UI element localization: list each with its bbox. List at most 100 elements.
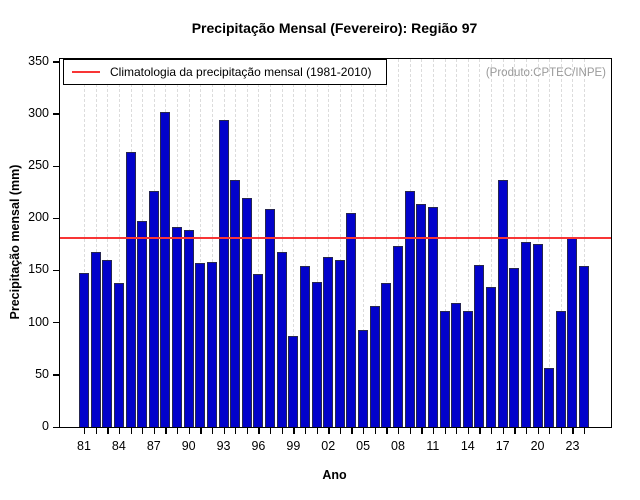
x-tick-2009	[409, 428, 411, 434]
gridline-1981	[84, 59, 85, 427]
y-tick-150	[53, 269, 59, 272]
gridline-2024	[584, 59, 586, 427]
x-tick-1996	[258, 428, 260, 434]
gridline-2022	[560, 59, 562, 427]
climatology-line	[60, 237, 611, 240]
gridline-2001	[316, 59, 318, 427]
gridline-2005	[363, 59, 365, 427]
bar-1986	[137, 221, 148, 427]
x-tick-1995	[246, 428, 249, 434]
product-note: (Produto:CPTEC/INPE)	[485, 67, 606, 79]
y-tick-label-50: 50	[35, 366, 49, 381]
x-tick-label-2017: 17	[495, 439, 510, 453]
x-tick-1998	[281, 428, 283, 434]
y-tick-100	[53, 322, 59, 324]
gridline-1991	[200, 59, 202, 427]
x-tick-2015	[479, 428, 481, 434]
x-tick-1981	[84, 428, 86, 434]
y-tick-label-150: 150	[28, 262, 49, 277]
x-tick-2021	[549, 428, 551, 434]
bar-2008	[393, 246, 403, 427]
x-tick-2003	[339, 428, 342, 434]
gridline-2013	[456, 59, 458, 427]
x-tick-label-1984: 84	[111, 439, 126, 453]
x-tick-1988	[165, 428, 167, 434]
y-tick-label-350: 350	[28, 53, 49, 68]
gridline-1998	[281, 59, 283, 427]
x-tick-2012	[444, 428, 446, 434]
x-tick-1983	[107, 428, 109, 434]
gridline-2015	[479, 59, 481, 427]
x-tick-2022	[560, 428, 563, 434]
bar-1983	[102, 260, 113, 427]
x-tick-1984	[118, 428, 121, 434]
gridline-2008	[398, 59, 399, 427]
x-tick-2010	[421, 428, 423, 434]
gridline-2018	[514, 59, 516, 427]
y-tick-label-0: 0	[42, 419, 49, 433]
x-tick-label-1990: 90	[181, 439, 196, 453]
y-tick-label-250: 250	[28, 158, 49, 173]
x-tick-label-1996: 96	[251, 439, 266, 453]
x-tick-2019	[525, 428, 528, 434]
bar-2007	[381, 283, 392, 427]
y-tick-200	[53, 217, 59, 220]
bar-2014	[462, 311, 473, 427]
x-tick-label-1993: 93	[216, 439, 231, 453]
y-tick-label-200: 200	[28, 210, 49, 225]
gridline-2016	[491, 59, 493, 427]
bar-2010	[416, 204, 427, 427]
x-tick-1986	[142, 428, 144, 434]
x-tick-1993	[223, 428, 225, 434]
x-tick-1985	[130, 428, 132, 434]
x-tick-1992	[211, 428, 214, 434]
x-tick-2018	[514, 428, 516, 434]
bar-2004	[346, 213, 357, 427]
bar-2022	[555, 311, 566, 427]
bar-1981	[79, 273, 89, 427]
bar-1982	[90, 252, 101, 427]
bar-1988	[160, 112, 171, 427]
x-tick-2024	[584, 428, 586, 434]
x-tick-2011	[432, 428, 435, 434]
bar-1991	[195, 263, 206, 427]
x-tick-label-2002: 02	[321, 439, 336, 453]
gridline-2014	[467, 59, 469, 427]
bar-2016	[486, 287, 497, 427]
x-tick-2002	[328, 428, 330, 434]
x-tick-label-2005: 05	[356, 439, 371, 453]
bar-2015	[474, 265, 485, 427]
gridline-2000	[304, 59, 306, 427]
bar-2019	[520, 242, 531, 427]
bar-2006	[369, 306, 380, 427]
gridline-1996	[258, 59, 260, 427]
bar-1993	[218, 120, 229, 427]
gridline-1983	[107, 59, 109, 427]
y-tick-50	[53, 374, 59, 376]
y-tick-350	[53, 61, 59, 63]
bar-2023	[567, 238, 578, 427]
bar-2011	[427, 207, 438, 427]
bar-1995	[241, 198, 252, 427]
y-tick-label-300: 300	[28, 105, 49, 120]
bar-2018	[509, 268, 520, 427]
x-tick-1999	[293, 428, 295, 434]
bar-1999	[288, 336, 299, 427]
bar-2009	[404, 191, 415, 427]
x-tick-2014	[467, 428, 470, 434]
gridline-2021	[549, 59, 551, 427]
y-tick-300	[53, 113, 59, 115]
x-tick-label-2008: 08	[391, 439, 405, 453]
x-tick-label-1987: 87	[146, 439, 161, 453]
x-tick-2008	[398, 428, 400, 434]
gridline-2007	[386, 59, 388, 427]
gridline-2006	[374, 59, 376, 427]
x-tick-1982	[95, 428, 97, 434]
legend: Climatologia da precipitação mensal (198…	[63, 59, 387, 85]
bar-2005	[358, 330, 369, 427]
bar-2003	[334, 260, 345, 427]
gridline-2012	[444, 59, 446, 427]
bar-1987	[148, 191, 159, 427]
chart-title: Precipitação Mensal (Fevereiro): Região …	[191, 20, 478, 36]
